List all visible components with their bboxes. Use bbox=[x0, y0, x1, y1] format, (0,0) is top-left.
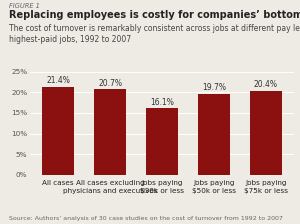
Bar bbox=[94, 89, 126, 175]
Text: 19.7%: 19.7% bbox=[202, 83, 226, 92]
Text: 20.4%: 20.4% bbox=[254, 80, 278, 89]
Text: Source: Authors’ analysis of 30 case studies on the cost of turnover from 1992 t: Source: Authors’ analysis of 30 case stu… bbox=[9, 216, 283, 221]
Text: The cost of turnover is remarkably consistent across jobs at different pay level: The cost of turnover is remarkably consi… bbox=[9, 24, 300, 44]
Text: 20.7%: 20.7% bbox=[98, 79, 122, 88]
Bar bbox=[42, 86, 74, 175]
Text: FIGURE 1: FIGURE 1 bbox=[9, 3, 40, 9]
Bar bbox=[198, 94, 230, 175]
Text: 16.1%: 16.1% bbox=[150, 98, 174, 107]
Text: Replacing employees is costly for companies’ bottom line: Replacing employees is costly for compan… bbox=[9, 10, 300, 20]
Text: 21.4%: 21.4% bbox=[46, 76, 70, 85]
Bar bbox=[250, 91, 282, 175]
Bar bbox=[146, 108, 178, 175]
